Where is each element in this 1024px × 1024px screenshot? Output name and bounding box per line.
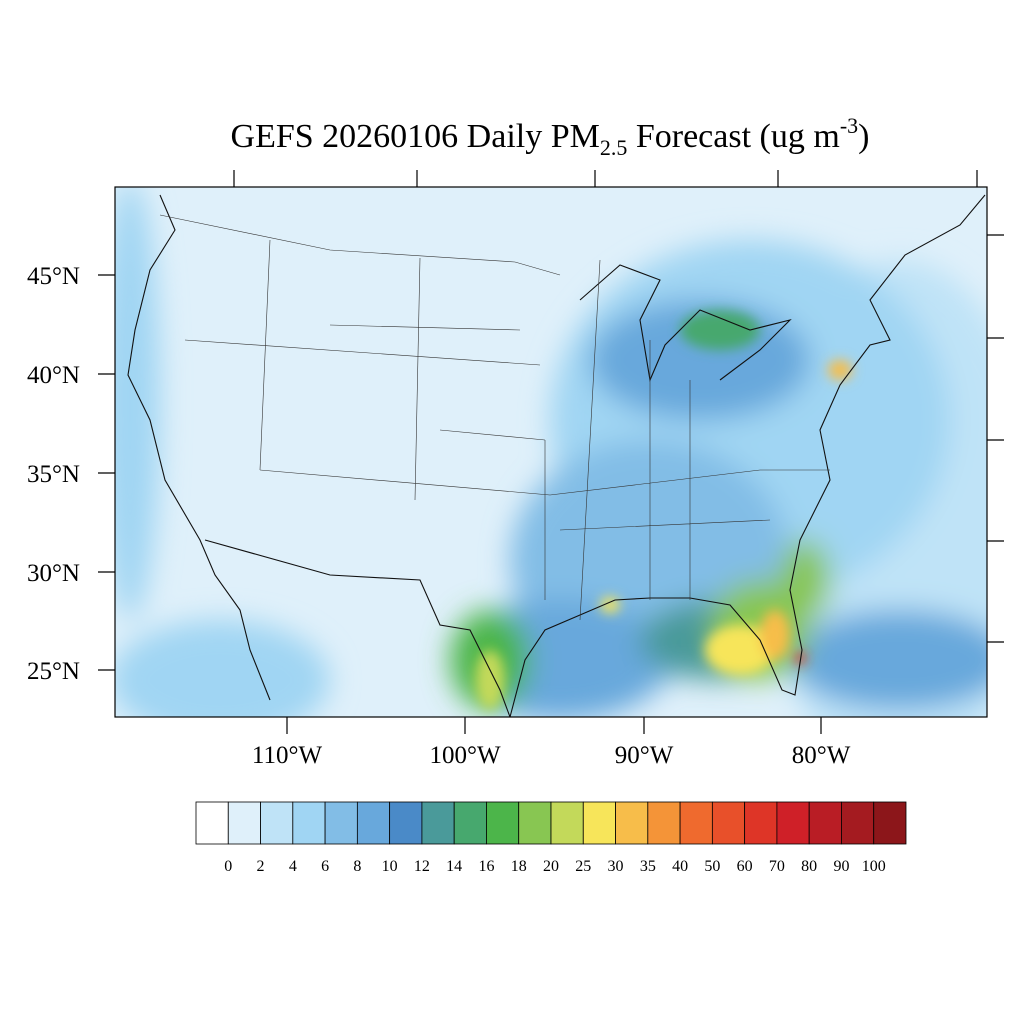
lat-label: 40°N bbox=[27, 362, 80, 389]
colorbar-box bbox=[453, 801, 487, 845]
axes: 45°N 40°N 35°N 30°N 25°N 110°W 100°W 90°W 80°W bbox=[27, 263, 851, 769]
colorbar-box bbox=[744, 801, 778, 845]
colorbar-label: 90 bbox=[833, 858, 849, 875]
colorbar-label: 16 bbox=[478, 858, 494, 875]
colorbar-box bbox=[421, 801, 455, 845]
lat-label: 45°N bbox=[27, 263, 80, 290]
title-rest: Forecast (ug m bbox=[627, 118, 839, 155]
colorbar-box bbox=[615, 801, 649, 845]
colorbar-label: 100 bbox=[862, 858, 886, 875]
colorbar-label: 30 bbox=[608, 858, 624, 875]
lon-label: 100°W bbox=[429, 742, 500, 769]
colorbar-label: 12 bbox=[414, 858, 430, 875]
colorbar-box bbox=[711, 801, 746, 845]
colorbar-box bbox=[324, 801, 358, 845]
colorbar-label: 18 bbox=[511, 858, 527, 875]
colorbar-label: 0 bbox=[224, 858, 232, 875]
map-field bbox=[115, 187, 987, 717]
colorbar-label: 70 bbox=[769, 858, 785, 875]
lon-label: 80°W bbox=[792, 742, 851, 769]
colorbar-box bbox=[292, 801, 326, 845]
lat-label: 25°N bbox=[27, 658, 80, 685]
colorbar-box bbox=[518, 801, 552, 845]
colorbar-label: 8 bbox=[353, 858, 361, 875]
colorbar-label: 10 bbox=[382, 858, 398, 875]
colorbar-box bbox=[582, 801, 616, 845]
colorbar-label: 6 bbox=[321, 858, 329, 875]
colorbar-box bbox=[260, 801, 294, 845]
lon-label: 110°W bbox=[252, 742, 323, 769]
colorbar-box bbox=[486, 801, 520, 845]
colorbar-box bbox=[647, 801, 681, 845]
title-end: ) bbox=[858, 118, 869, 155]
map-frame bbox=[114, 186, 988, 718]
colorbar-box bbox=[195, 801, 229, 845]
lat-label: 35°N bbox=[27, 461, 80, 488]
lon-label: 90°W bbox=[615, 742, 674, 769]
colorbar-label: 80 bbox=[801, 858, 817, 875]
colorbar: 0 2 4 6 8 10 12 14 16 18 20 25 30 35 40 50 60 70 80 90 100 bbox=[195, 801, 907, 875]
colorbar-box bbox=[389, 801, 423, 845]
colorbar-box bbox=[873, 801, 907, 845]
colorbar-label: 50 bbox=[704, 858, 720, 875]
colorbar-box bbox=[679, 801, 713, 845]
colorbar-box bbox=[227, 801, 261, 845]
frame-ticks bbox=[233, 170, 1004, 643]
colorbar-label: 14 bbox=[446, 858, 462, 875]
title-sub: 2.5 bbox=[600, 135, 628, 160]
colorbar-label: 20 bbox=[543, 858, 559, 875]
colorbar-label: 40 bbox=[672, 858, 688, 875]
colorbar-box bbox=[841, 801, 875, 845]
colorbar-box bbox=[808, 801, 842, 845]
colorbar-label: 25 bbox=[575, 858, 591, 875]
colorbar-box bbox=[776, 801, 810, 845]
colorbar-label: 4 bbox=[289, 858, 297, 875]
colorbar-box bbox=[550, 801, 584, 845]
colorbar-label: 2 bbox=[257, 858, 265, 875]
title-sup: -3 bbox=[840, 113, 858, 138]
colorbar-box bbox=[356, 801, 391, 845]
colorbar-label: 60 bbox=[737, 858, 753, 875]
lat-label: 30°N bbox=[27, 560, 80, 587]
title: GEFS 20260106 Daily PM2.5 Forecast (ug m… bbox=[231, 113, 870, 160]
colorbar-label: 35 bbox=[640, 858, 656, 875]
title-main: GEFS 20260106 Daily PM bbox=[231, 118, 600, 155]
